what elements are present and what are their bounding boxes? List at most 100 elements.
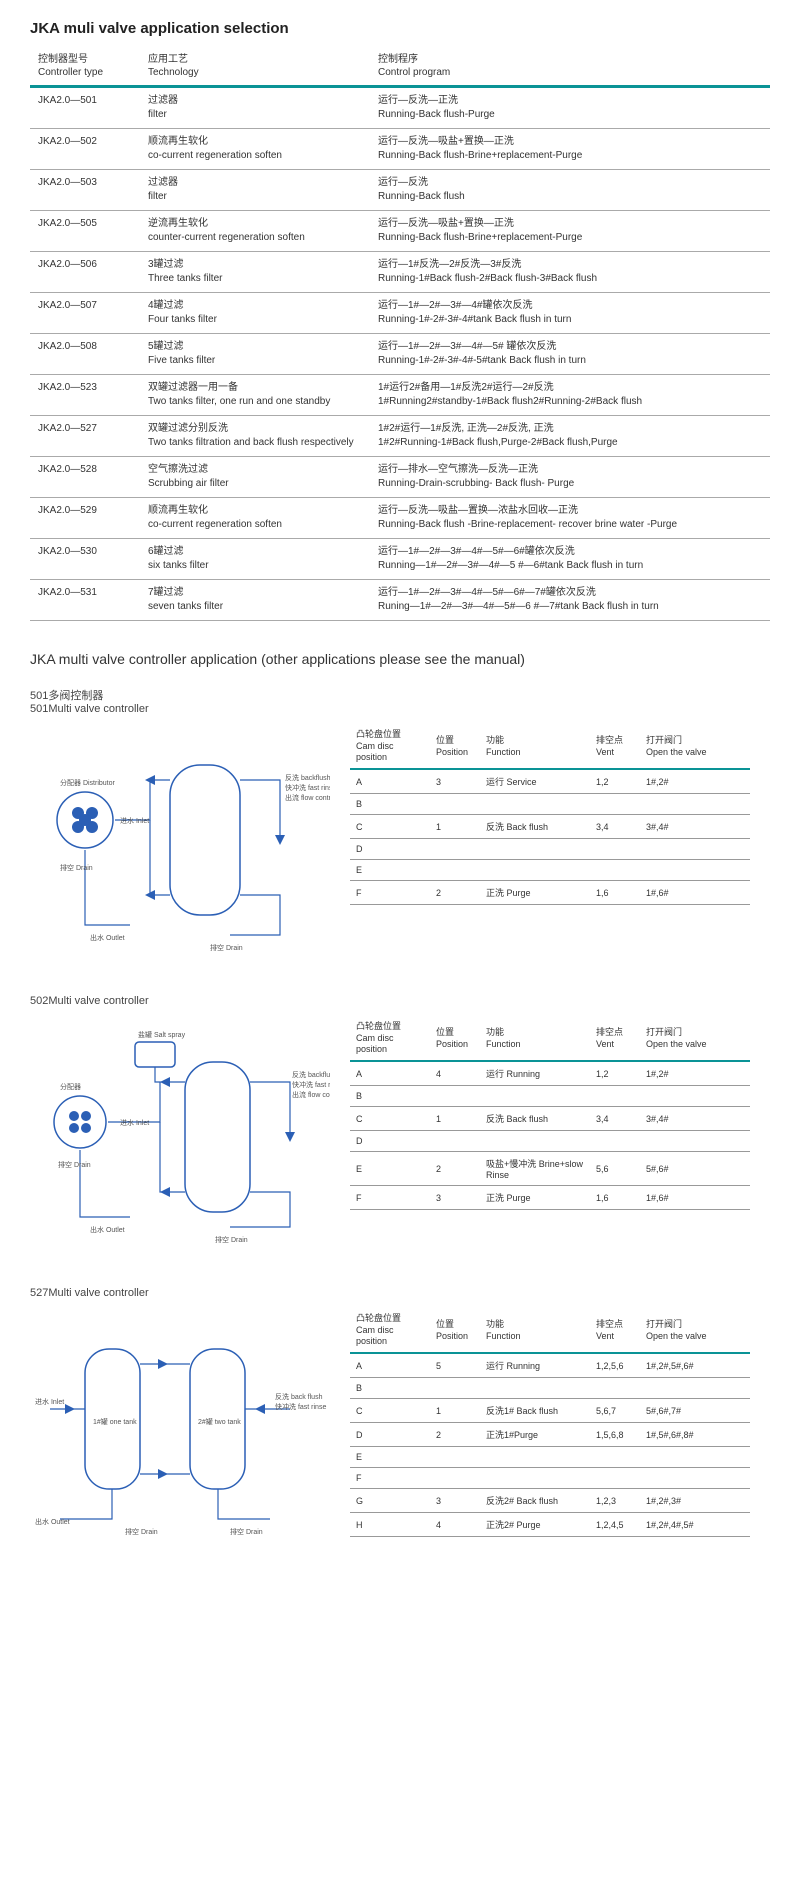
cell-type: JKA2.0—529 [30, 498, 140, 539]
func-cell: 正洗1#Purge [480, 1423, 590, 1447]
pos-cell: 3 [430, 769, 480, 794]
cam-cell: H [350, 1513, 430, 1537]
cam-row: E 2 吸盐+慢冲洗 Brine+slow Rinse 5,6 5#,6# [350, 1152, 750, 1186]
svg-text:出流 flow control: 出流 flow control [285, 793, 330, 802]
table-row: JKA2.0—523 双罐过滤器一用一备Two tanks filter, on… [30, 375, 770, 416]
application-table: 控制器型号Controller type 应用工艺Technology 控制程序… [30, 47, 770, 621]
cam-cell: E [350, 1447, 430, 1468]
pos-cell [430, 1086, 480, 1107]
valve-header: 打开阀门Open the valve [640, 725, 750, 769]
func-header: 功能Function [480, 1309, 590, 1353]
func-cell: 反洗 Back flush [480, 1107, 590, 1131]
vent-cell [590, 794, 640, 815]
func-cell [480, 1447, 590, 1468]
valve-cell: 1#,6# [640, 881, 750, 905]
cam-cell: F [350, 1468, 430, 1489]
cell-prog: 1#运行2#备用—1#反洗2#运行—2#反洗1#Running2#standby… [370, 375, 770, 416]
table-row: JKA2.0—501 过滤器filter 运行—反洗—正洗Running-Bac… [30, 87, 770, 129]
vent-cell [590, 1378, 640, 1399]
cam-row: B [350, 1086, 750, 1107]
valve-cell: 1#,5#,6#,8# [640, 1423, 750, 1447]
svg-text:2#罐 two tank: 2#罐 two tank [198, 1417, 241, 1426]
svg-text:反洗 backflush: 反洗 backflush [285, 773, 330, 782]
table-row: JKA2.0—527 双罐过滤分别反洗Two tanks filtration … [30, 416, 770, 457]
valve-cell [640, 1447, 750, 1468]
cell-prog: 运行—排水—空气擦洗—反洗—正洗Running-Drain-scrubbing-… [370, 457, 770, 498]
svg-text:进水 Inlet: 进水 Inlet [35, 1397, 64, 1406]
vent-cell: 1,5,6,8 [590, 1423, 640, 1447]
valve-cell: 5#,6#,7# [640, 1399, 750, 1423]
vent-cell: 1,2,3 [590, 1489, 640, 1513]
svg-text:出水 Outlet: 出水 Outlet [90, 933, 125, 942]
vent-cell [590, 839, 640, 860]
cell-prog: 运行—1#—2#—3#—4#—5#—6#—7#罐依次反洗Runing—1#—2#… [370, 580, 770, 621]
vent-cell: 1,2 [590, 769, 640, 794]
cell-type: JKA2.0—528 [30, 457, 140, 498]
cell-tech: 6罐过滤six tanks filter [140, 539, 370, 580]
cell-prog: 1#2#运行—1#反洗, 正洗—2#反洗, 正洗1#2#Running-1#Ba… [370, 416, 770, 457]
cell-prog: 运行—1#—2#—3#—4#罐依次反洗Running-1#-2#-3#-4#ta… [370, 293, 770, 334]
valve-cell [640, 860, 750, 881]
pos-cell: 2 [430, 881, 480, 905]
svg-text:分配器 Distributor: 分配器 Distributor [60, 778, 116, 787]
cam-cell: B [350, 794, 430, 815]
header-tech: 应用工艺Technology [140, 47, 370, 87]
table-row: JKA2.0—505 逆流再生软化counter-current regener… [30, 211, 770, 252]
cell-tech: 过滤器filter [140, 170, 370, 211]
valve-cell [640, 1378, 750, 1399]
vent-cell: 1,6 [590, 881, 640, 905]
func-cell [480, 1378, 590, 1399]
svg-text:出水 Outlet: 出水 Outlet [35, 1517, 70, 1526]
cam-cell: G [350, 1489, 430, 1513]
schematic-diagram: 盐罐 Salt spray 分配器 进水 Inlet 排空 Drain 出水 O… [30, 1017, 330, 1257]
vent-cell: 1,2,5,6 [590, 1353, 640, 1378]
cam-row: E [350, 860, 750, 881]
cell-tech: 4罐过滤Four tanks filter [140, 293, 370, 334]
schematic-diagram: 分配器 Distributor 进水 Inlet 排空 Drain 出水 Out… [30, 725, 330, 965]
pos-cell [430, 794, 480, 815]
valve-cell [640, 839, 750, 860]
cam-cell: F [350, 881, 430, 905]
cam-row: G 3 反洗2# Back flush 1,2,3 1#,2#,3# [350, 1489, 750, 1513]
cell-tech: 7罐过滤seven tanks filter [140, 580, 370, 621]
table-row: JKA2.0—508 5罐过滤Five tanks filter 运行—1#—2… [30, 334, 770, 375]
func-cell: 吸盐+慢冲洗 Brine+slow Rinse [480, 1152, 590, 1186]
cam-cell: D [350, 1423, 430, 1447]
ctrl-label-en: 527Multi valve controller [30, 1287, 770, 1299]
cam-row: D [350, 1131, 750, 1152]
cell-tech: 双罐过滤器一用一备Two tanks filter, one run and o… [140, 375, 370, 416]
pos-header: 位置Position [430, 1017, 480, 1061]
cam-row: C 1 反洗1# Back flush 5,6,7 5#,6#,7# [350, 1399, 750, 1423]
cam-row: B [350, 1378, 750, 1399]
ctrl-label-en: 502Multi valve controller [30, 995, 770, 1007]
func-cell [480, 794, 590, 815]
cell-type: JKA2.0—523 [30, 375, 140, 416]
cell-tech: 顺流再生软化co-current regeneration soften [140, 498, 370, 539]
svg-text:排空 Drain: 排空 Drain [230, 1527, 263, 1536]
cam-cell: B [350, 1086, 430, 1107]
pos-cell: 5 [430, 1353, 480, 1378]
cell-tech: 过滤器filter [140, 87, 370, 129]
pos-cell: 1 [430, 1107, 480, 1131]
valve-cell [640, 1468, 750, 1489]
cell-tech: 空气擦洗过滤Scrubbing air filter [140, 457, 370, 498]
cell-prog: 运行—反洗—吸盐+置换—正洗Running-Back flush-Brine+r… [370, 129, 770, 170]
func-cell [480, 860, 590, 881]
main-title: JKA muli valve application selection [30, 20, 770, 37]
cell-tech: 顺流再生软化co-current regeneration soften [140, 129, 370, 170]
cam-cell: A [350, 1061, 430, 1086]
pos-cell [430, 1378, 480, 1399]
cell-type: JKA2.0—527 [30, 416, 140, 457]
valve-header: 打开阀门Open the valve [640, 1309, 750, 1353]
valve-cell: 1#,2#,4#,5# [640, 1513, 750, 1537]
func-cell: 正洗 Purge [480, 881, 590, 905]
pos-cell: 2 [430, 1423, 480, 1447]
pos-cell [430, 1468, 480, 1489]
svg-text:1#罐 one tank: 1#罐 one tank [93, 1417, 137, 1426]
valve-cell: 1#,2#,5#,6# [640, 1353, 750, 1378]
svg-text:分配器: 分配器 [60, 1082, 81, 1091]
table-row: JKA2.0—528 空气擦洗过滤Scrubbing air filter 运行… [30, 457, 770, 498]
valve-cell: 1#,2# [640, 769, 750, 794]
cam-row: B [350, 794, 750, 815]
cam-row: F [350, 1468, 750, 1489]
